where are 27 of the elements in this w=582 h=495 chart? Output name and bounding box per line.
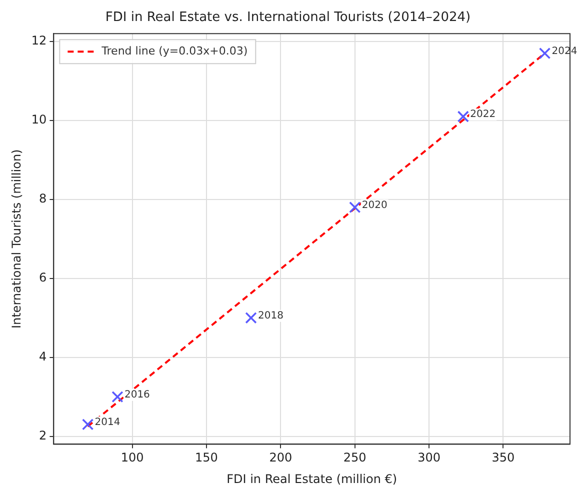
chart-title: FDI in Real Estate vs. International Tourists (2014–2024) xyxy=(105,10,471,26)
x-tick-label: 200 xyxy=(269,450,292,465)
annotation: 2022 xyxy=(470,109,496,120)
x-tick-label: 250 xyxy=(343,450,366,465)
annotation: 2014 xyxy=(94,417,120,428)
point xyxy=(538,47,551,60)
x-axis-title: FDI in Real Estate (million €) xyxy=(226,472,398,486)
y-tick-label: 2 xyxy=(39,428,47,442)
point xyxy=(245,312,257,324)
point xyxy=(349,201,361,214)
annotation: 2020 xyxy=(362,200,388,211)
y-tick-label: 6 xyxy=(39,270,47,285)
y-axis-title: International Tourists (million) xyxy=(9,149,24,329)
x-tick-label: 100 xyxy=(120,450,144,465)
x-tick-label: 150 xyxy=(195,450,218,465)
y-tick-label: 10 xyxy=(31,112,47,127)
point xyxy=(112,390,124,403)
point xyxy=(457,110,470,122)
point xyxy=(82,418,94,430)
legend-label: Trend line (y=0.03x+0.03) xyxy=(100,44,248,58)
annotation: 2016 xyxy=(124,389,150,400)
y-tick-label: 4 xyxy=(39,349,47,364)
x-tick-label: 350 xyxy=(492,450,515,465)
y-tick-label: 8 xyxy=(39,192,47,206)
annotation: 2018 xyxy=(258,310,284,322)
x-tick-label: 300 xyxy=(418,450,440,465)
y-tick-label: 12 xyxy=(31,34,47,48)
